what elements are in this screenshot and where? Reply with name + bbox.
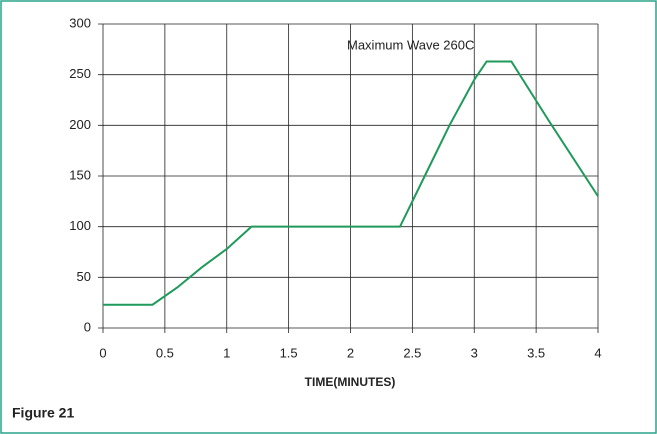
x-axis-label: TIME(MINUTES)	[305, 375, 396, 389]
figure-caption: Figure 21	[12, 405, 74, 421]
x-tick-label: 3	[471, 345, 478, 360]
x-tick-label: 3.5	[527, 345, 545, 360]
y-tick-label: 0	[84, 319, 91, 334]
y-tick-label: 250	[69, 66, 91, 81]
x-tick-label: 0	[99, 345, 106, 360]
annotation: Maximum Wave 260C	[347, 37, 474, 52]
data-line	[103, 60, 599, 306]
x-tick-label: 4	[594, 345, 601, 360]
y-tick-label: 100	[69, 218, 91, 233]
y-tick-label: 200	[69, 117, 91, 132]
y-tick-label: 150	[69, 167, 91, 182]
x-tick-label: 1	[223, 345, 230, 360]
y-tick-label: 300	[69, 15, 91, 30]
x-tick-label: 0.5	[156, 345, 174, 360]
y-tick-label: 50	[77, 269, 91, 284]
x-tick-label: 1.5	[280, 345, 298, 360]
x-tick-label: 2.5	[403, 345, 421, 360]
x-tick-label: 2	[347, 345, 354, 360]
